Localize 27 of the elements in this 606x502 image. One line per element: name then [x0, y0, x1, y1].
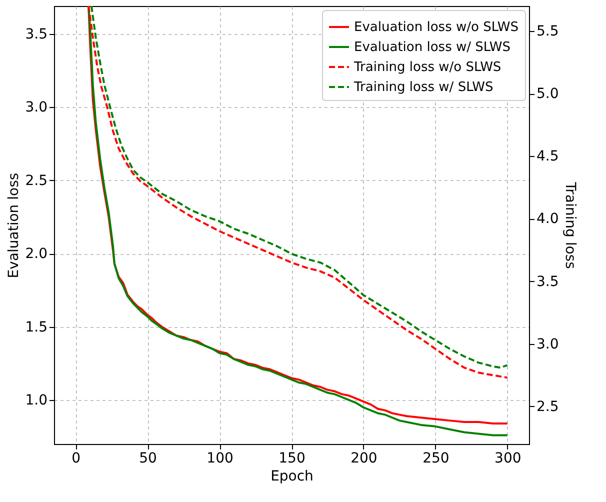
y2-tick-label: 3.5 [536, 274, 559, 290]
x-tick-label: 50 [139, 450, 157, 466]
y-tick-label: 2.5 [25, 172, 48, 189]
legend-label: Training loss w/o SLWS [353, 60, 502, 75]
x-tick-label: 250 [422, 450, 450, 466]
legend-label: Training loss w/ SLWS [353, 80, 494, 95]
y-tick-label: 1.5 [25, 319, 48, 336]
x-axis-title: Epoch [270, 468, 314, 484]
y2-tick-label: 4.5 [536, 148, 559, 165]
y2-tick-label: 5.0 [536, 86, 559, 102]
x-tick-label: 0 [72, 450, 81, 466]
y2-axis-title: Training loss [562, 181, 578, 269]
y2-tick-label: 4.0 [536, 211, 559, 228]
legend-label: Evaluation loss w/ SLWS [354, 40, 511, 55]
y-tick-label: 3.5 [25, 26, 48, 42]
x-tick-label: 100 [206, 450, 234, 466]
y-tick-label: 1.0 [25, 392, 48, 409]
y-axis-title: Evaluation loss [6, 172, 22, 278]
y2-tick-label: 5.5 [536, 24, 559, 40]
y2-tick-label: 3.0 [536, 336, 559, 352]
y-tick-label: 3.0 [25, 100, 48, 116]
x-tick-label: 300 [494, 450, 522, 466]
x-tick-label: 200 [350, 450, 378, 466]
x-tick-label: 150 [278, 450, 306, 466]
y-tick-label: 2.0 [25, 246, 48, 262]
y2-tick-label: 2.5 [536, 398, 559, 415]
legend-label: Evaluation loss w/o SLWS [354, 20, 518, 35]
